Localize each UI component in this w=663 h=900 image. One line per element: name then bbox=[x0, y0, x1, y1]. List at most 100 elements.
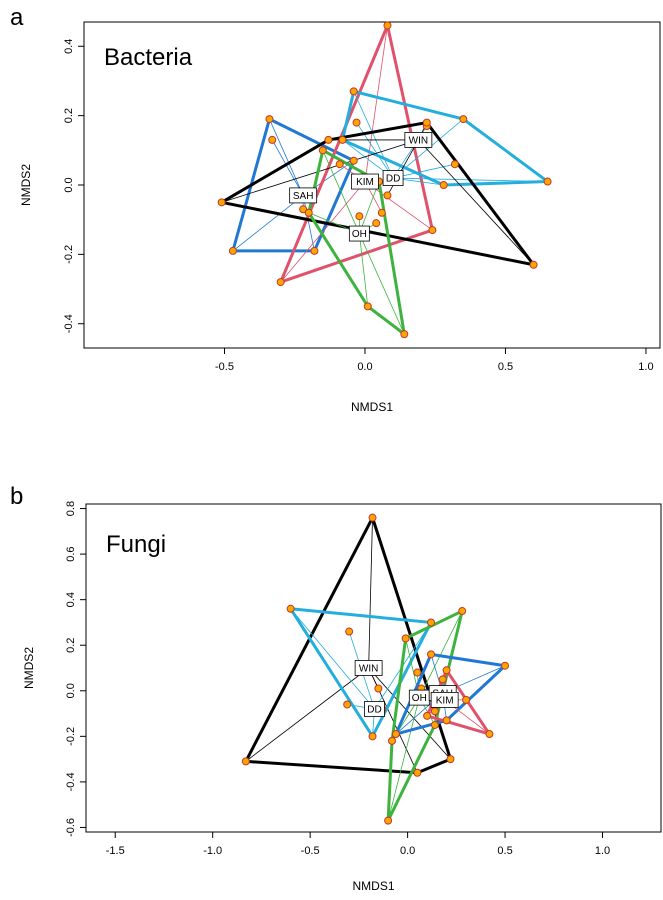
panel-letter-a: a bbox=[10, 4, 24, 31]
data-point bbox=[427, 650, 435, 659]
spider-line bbox=[290, 608, 375, 710]
spider-line bbox=[356, 122, 394, 179]
data-point bbox=[368, 732, 377, 741]
site-label-box bbox=[382, 170, 404, 186]
data-point bbox=[430, 720, 439, 729]
data-point bbox=[383, 21, 392, 30]
data-point bbox=[459, 115, 468, 124]
data-point bbox=[400, 330, 409, 339]
data-point bbox=[299, 205, 308, 214]
data-point bbox=[355, 212, 364, 221]
spider-line bbox=[271, 139, 304, 196]
data-point bbox=[439, 181, 448, 189]
site-label-dd: DD bbox=[382, 170, 404, 186]
data-point bbox=[428, 226, 437, 235]
y-tick-label: -0.2 bbox=[63, 245, 75, 264]
data-point bbox=[374, 684, 383, 693]
site-label-win: WIN bbox=[404, 132, 433, 148]
x-tick-label: -1.0 bbox=[203, 845, 222, 857]
data-point bbox=[501, 661, 510, 670]
data-point bbox=[401, 634, 410, 643]
data-point bbox=[430, 707, 439, 716]
spider-line bbox=[418, 139, 534, 266]
site-label-box bbox=[348, 225, 370, 242]
data-point bbox=[265, 115, 274, 124]
data-point bbox=[372, 219, 381, 228]
site-label-text: WIN bbox=[409, 135, 428, 146]
spider-line bbox=[387, 139, 419, 196]
data-point bbox=[345, 627, 354, 636]
site-label-sah: SAH bbox=[289, 187, 318, 204]
data-point bbox=[310, 246, 319, 255]
data-point bbox=[442, 716, 451, 725]
site-label-box bbox=[354, 660, 383, 676]
data-point bbox=[318, 146, 327, 155]
y-tick-label: -0.6 bbox=[65, 818, 77, 837]
site-label-oh: OH bbox=[408, 689, 430, 706]
y-tick-label: 0.8 bbox=[65, 501, 77, 516]
data-point bbox=[304, 208, 313, 217]
data-point bbox=[377, 208, 386, 217]
data-point bbox=[485, 730, 494, 739]
y-tick-label: -0.4 bbox=[63, 314, 75, 333]
data-point bbox=[391, 730, 400, 739]
y-tick-label: 0.0 bbox=[65, 683, 77, 698]
chart-panel-0: -0.5 0.0 0.5 1.0 -0.4 -0.2 0.0 0.2 0.4 NMDS1 NMDS2… bbox=[19, 21, 661, 414]
data-point bbox=[388, 736, 397, 745]
data-point bbox=[286, 604, 295, 613]
spider-line bbox=[280, 181, 366, 283]
data-point bbox=[543, 177, 552, 186]
x-tick-label: 1.0 bbox=[638, 361, 653, 373]
spider-line bbox=[358, 181, 380, 234]
spider-line bbox=[358, 233, 369, 307]
x-tick-label: -1.5 bbox=[106, 845, 125, 857]
data-point bbox=[422, 118, 431, 127]
data-point bbox=[384, 816, 393, 825]
data-point bbox=[217, 198, 226, 207]
site-label-text: KIM bbox=[436, 695, 454, 706]
data-point bbox=[446, 755, 455, 764]
x-tick-label: 0.0 bbox=[400, 845, 415, 857]
data-point bbox=[338, 135, 347, 144]
panel-letter-b: b bbox=[10, 483, 24, 510]
site-label-oh: OH bbox=[348, 225, 370, 242]
site-label-text: DD bbox=[367, 705, 381, 716]
data-point bbox=[413, 668, 422, 677]
site-label-dd: DD bbox=[364, 701, 385, 717]
site-label-kim: KIM bbox=[351, 173, 379, 190]
site-label-box bbox=[289, 187, 318, 204]
y-tick-label: 0.2 bbox=[65, 638, 77, 653]
y-axis-label: NMDS2 bbox=[19, 164, 33, 206]
data-point bbox=[368, 513, 377, 522]
y-tick-label: 0.6 bbox=[65, 546, 77, 561]
data-point bbox=[438, 675, 447, 684]
site-label-box bbox=[351, 173, 379, 190]
y-axis-label: NMDS2 bbox=[22, 647, 36, 689]
plot-frame bbox=[85, 503, 662, 833]
y-tick-label: 0.4 bbox=[65, 592, 77, 607]
data-point bbox=[529, 260, 538, 269]
site-label-box bbox=[364, 701, 385, 717]
spider-line bbox=[322, 150, 360, 234]
data-point bbox=[352, 118, 361, 127]
spider-line bbox=[221, 139, 419, 203]
data-point bbox=[349, 156, 358, 165]
site-label-text: SAH bbox=[293, 191, 314, 202]
y-tick-label: 0.0 bbox=[63, 177, 75, 192]
spider-line bbox=[269, 118, 304, 196]
spider-line bbox=[353, 91, 394, 179]
x-tick-label: -0.5 bbox=[301, 845, 320, 857]
data-point bbox=[427, 618, 435, 627]
data-point bbox=[458, 607, 467, 616]
site-label-text: OH bbox=[412, 693, 427, 704]
hull-polygon bbox=[289, 607, 433, 738]
site-label-box bbox=[404, 132, 433, 148]
x-axis-label: NMDS1 bbox=[351, 400, 393, 414]
site-label-text: WIN bbox=[359, 664, 378, 675]
hull-polygon bbox=[340, 89, 550, 187]
x-axis-label: NMDS1 bbox=[352, 879, 394, 893]
y-tick-label: 0.2 bbox=[63, 108, 75, 123]
x-tick-label: 1.0 bbox=[595, 845, 610, 857]
spider-line bbox=[358, 233, 405, 335]
